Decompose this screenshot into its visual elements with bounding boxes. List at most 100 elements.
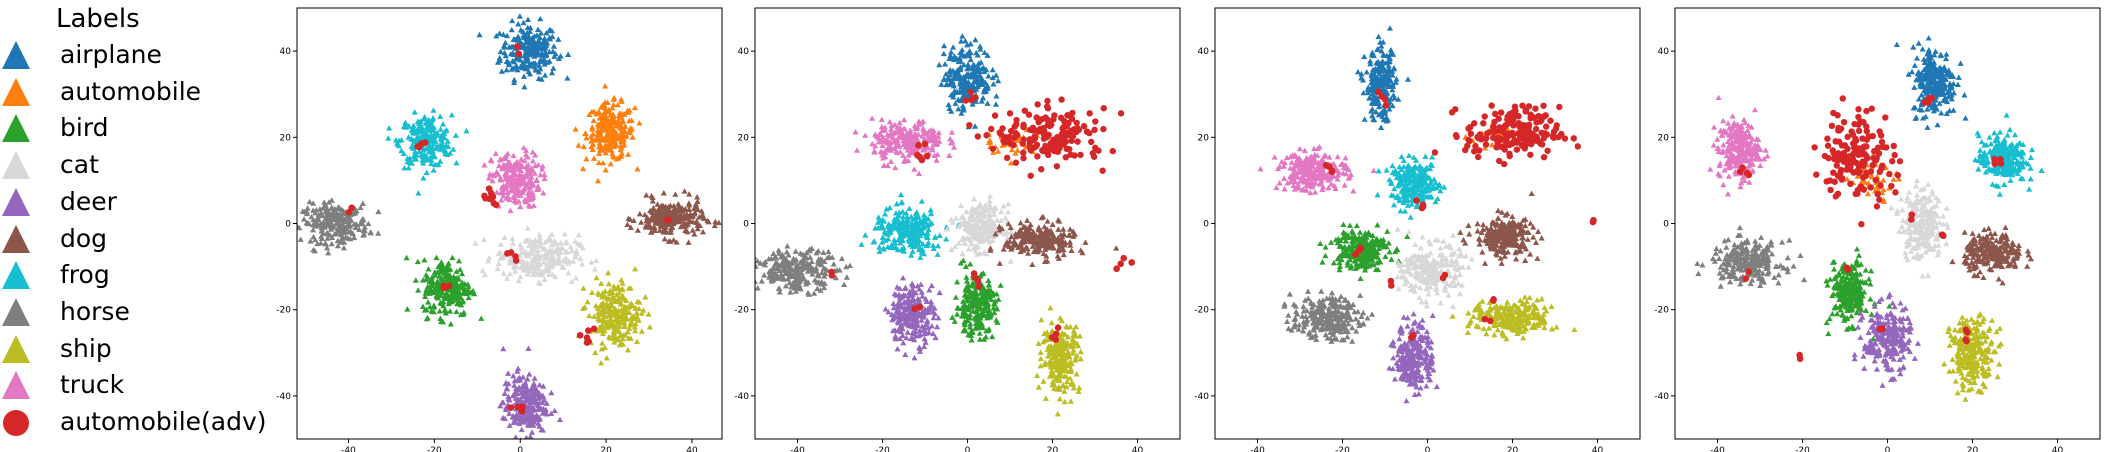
data-point — [526, 168, 533, 175]
data-point — [602, 322, 609, 329]
data-point — [359, 220, 366, 226]
legend-title: Labels — [56, 4, 140, 34]
data-point — [598, 125, 605, 132]
data-point — [810, 267, 818, 273]
data-point — [964, 294, 971, 300]
data-point — [619, 292, 626, 298]
legend-item: ship — [0, 332, 290, 368]
data-point — [993, 93, 1000, 99]
data-point — [614, 297, 621, 303]
data-point — [958, 51, 965, 58]
adv-point — [1086, 110, 1093, 117]
data-point — [982, 202, 989, 208]
data-point — [1045, 343, 1052, 349]
data-point — [985, 306, 992, 313]
data-point — [950, 94, 957, 100]
data-point — [1035, 384, 1042, 390]
adv-point — [486, 195, 493, 203]
adv-point — [345, 208, 353, 216]
data-point — [497, 174, 504, 181]
data-point — [957, 260, 964, 266]
data-point — [872, 131, 879, 137]
data-point — [426, 278, 433, 285]
data-point — [1320, 153, 1328, 159]
data-point — [546, 235, 553, 241]
data-point — [1062, 343, 1069, 349]
data-point — [785, 252, 792, 258]
data-point — [980, 336, 988, 342]
data-point — [330, 210, 337, 217]
data-point — [620, 133, 628, 139]
data-point — [638, 310, 645, 316]
data-point — [967, 216, 974, 222]
data-point — [618, 98, 625, 104]
data-point — [444, 138, 451, 144]
data-point — [965, 298, 972, 304]
data-point — [620, 332, 627, 338]
adv-point — [1011, 123, 1018, 130]
data-point — [455, 291, 462, 297]
data-point — [775, 250, 783, 256]
data-point — [1374, 66, 1381, 73]
data-point — [1022, 144, 1029, 150]
data-point — [940, 50, 947, 57]
data-point — [606, 125, 613, 132]
data-point — [784, 263, 791, 269]
data-point — [529, 407, 536, 414]
data-point — [1073, 352, 1080, 359]
data-point — [455, 257, 463, 264]
data-point — [513, 390, 520, 396]
data-point — [398, 136, 405, 143]
data-point — [425, 299, 432, 305]
data-point — [680, 213, 687, 219]
data-point — [986, 291, 993, 298]
data-point — [928, 282, 935, 289]
data-point — [600, 317, 608, 323]
x-tick-label: 40 — [1132, 446, 1144, 452]
legend-item: dog — [0, 222, 290, 258]
data-point — [965, 246, 972, 252]
data-point — [762, 258, 769, 265]
adv-point — [512, 253, 519, 260]
data-point — [912, 243, 919, 249]
data-point — [1004, 229, 1011, 235]
data-point — [918, 289, 925, 295]
adv-point — [1100, 125, 1107, 133]
data-point — [334, 237, 341, 244]
data-point — [977, 311, 985, 317]
data-point — [510, 264, 518, 271]
data-point — [921, 146, 928, 152]
data-point — [1070, 347, 1077, 353]
data-point — [441, 270, 448, 276]
data-point — [783, 249, 790, 255]
data-point — [691, 211, 698, 217]
data-point — [420, 175, 427, 181]
data-point — [988, 296, 995, 303]
data-point — [567, 243, 574, 250]
data-point — [911, 166, 918, 172]
data-point — [968, 240, 975, 247]
data-point — [959, 102, 966, 109]
data-point — [910, 295, 917, 301]
x-tick-label: -20 — [427, 446, 442, 452]
data-point — [610, 335, 617, 341]
data-point — [340, 244, 347, 251]
data-point — [951, 69, 958, 76]
data-point — [879, 239, 886, 245]
data-point — [917, 281, 924, 287]
data-point — [916, 286, 923, 292]
data-point — [1017, 219, 1024, 226]
adv-point — [1050, 116, 1057, 123]
data-point — [524, 225, 531, 231]
data-point — [334, 212, 341, 218]
data-point — [453, 159, 460, 166]
data-point — [972, 320, 979, 326]
data-point — [625, 215, 632, 221]
data-point — [987, 229, 994, 235]
data-point — [704, 217, 711, 224]
data-point — [514, 37, 521, 43]
data-point — [887, 223, 894, 229]
data-point — [407, 159, 414, 165]
data-point — [1073, 371, 1080, 377]
